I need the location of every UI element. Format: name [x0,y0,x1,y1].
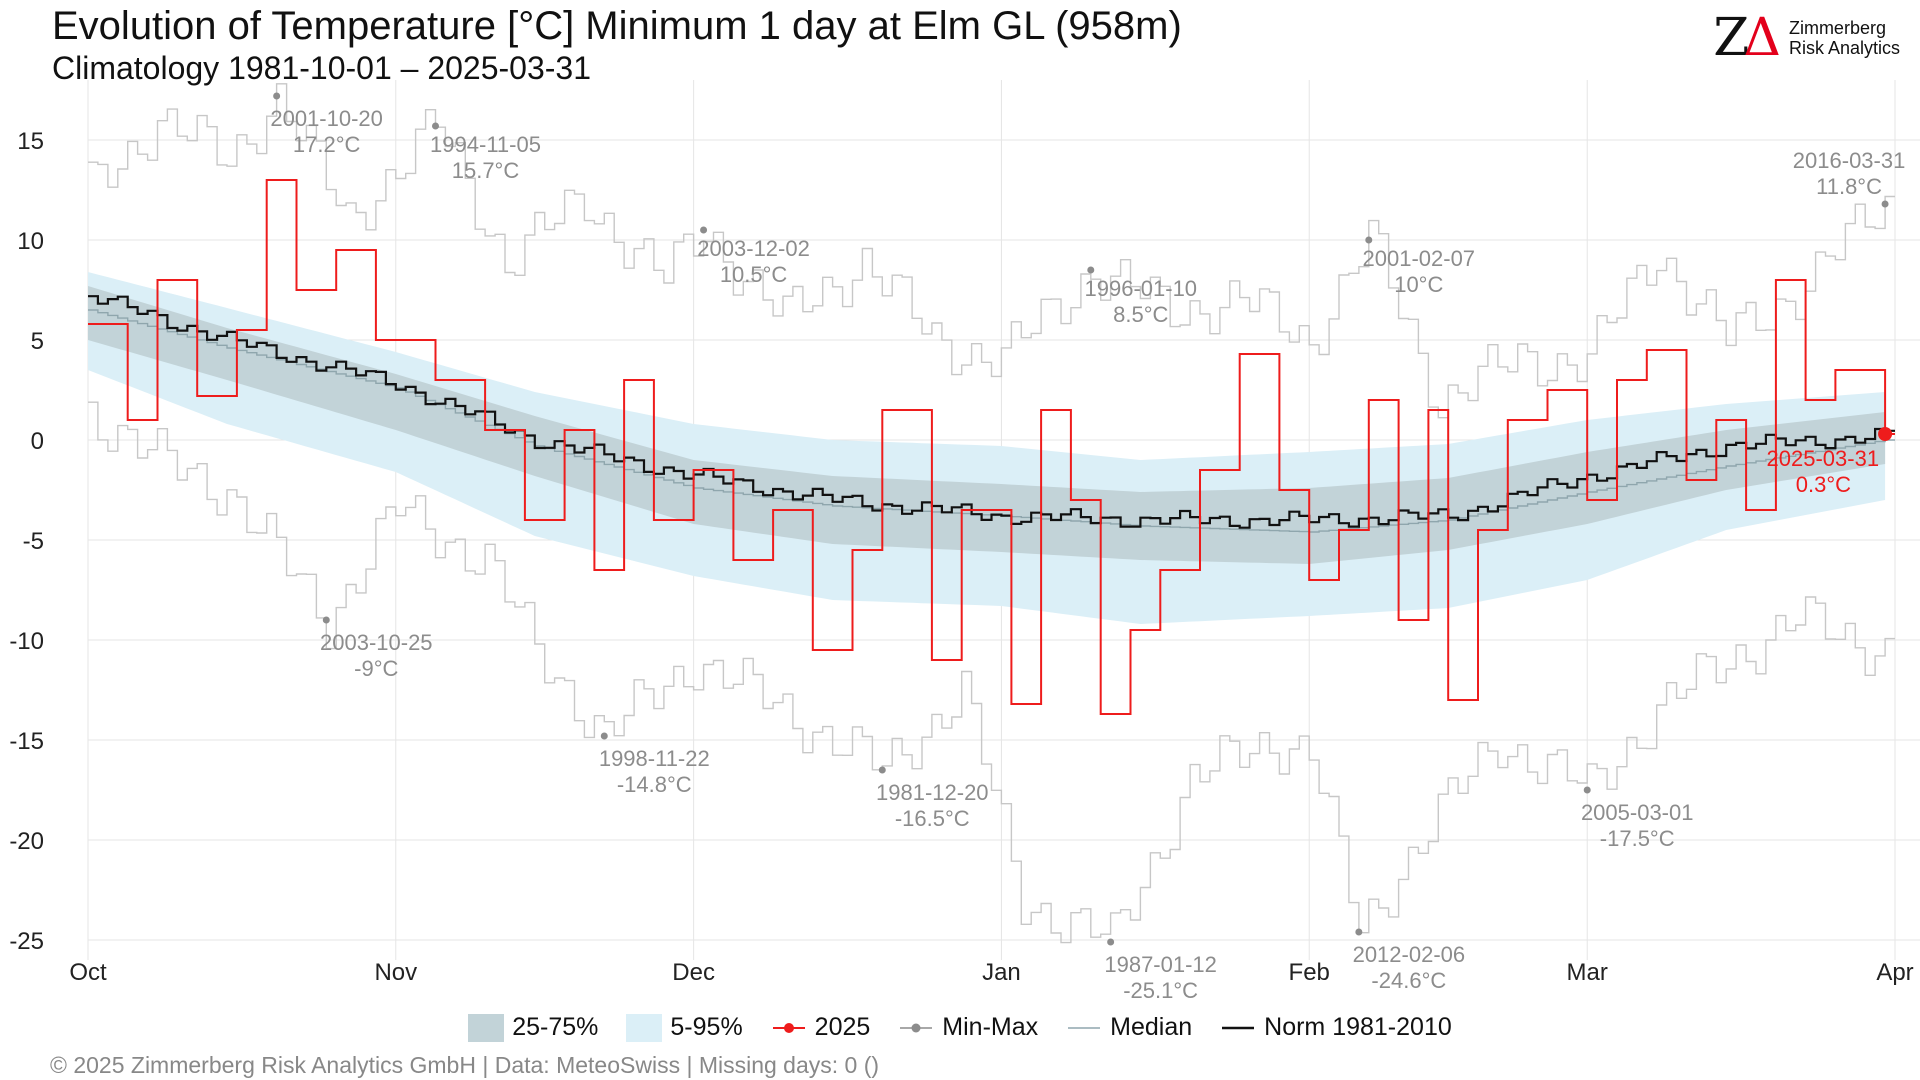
record-label-date: 1994-11-05 [430,132,541,157]
legend-item-median: Median [1066,1013,1192,1042]
legend-swatch-iqr [468,1013,505,1042]
record-label-value: -17.5°C [1600,826,1675,851]
y-tick-label: 5 [31,328,44,355]
year-2025-line [88,179,1895,715]
chart-subtitle: Climatology 1981-10-01 – 2025-03-31 [52,50,592,86]
record-point [600,732,608,740]
company-logo: ZΔ Zimmerberg Risk Analytics [1713,8,1900,68]
min-series-line [88,401,1895,944]
record-point [322,616,330,624]
record-point [1583,786,1591,794]
record-point [1365,236,1373,244]
logo-text: Zimmerberg Risk Analytics [1789,18,1900,58]
record-label-value: -16.5°C [895,806,970,831]
y-tick-label: 10 [17,228,44,255]
logo-line-2: Risk Analytics [1788,38,1900,58]
norm-series-line [88,295,1895,529]
record-label-date: 2012-02-06 [1353,942,1466,967]
legend-key-norm [1222,1026,1255,1029]
legend-key-minmax [900,1023,933,1032]
record-point [273,92,281,100]
legend-key-2025 [772,1022,805,1033]
legend-label-iqr: 25-75% [512,1013,599,1041]
chart-legend: 25-75% 5-95% 2025 Min-Max Median Norm 19… [0,1013,1920,1042]
record-label-date: 1981-12-20 [876,780,989,805]
legend-label-p90: 5-95% [670,1013,743,1041]
y-tick-label: -20 [9,828,44,855]
record-label-date: 2005-03-01 [1581,800,1694,825]
logo-line-1: Zimmerberg [1788,18,1886,38]
x-tick-label: Jan [982,959,1021,986]
record-point [1107,938,1115,946]
record-label-date: 2025-03-31 [1767,446,1880,471]
x-tick-label: Dec [672,959,715,986]
record-label-date: 2003-12-02 [697,236,810,261]
y-tick-label: 0 [31,428,44,455]
record-label-value: 0.3°C [1796,472,1851,497]
footer-credit: © 2025 Zimmerberg Risk Analytics GmbH | … [50,1052,880,1078]
chart-title: Evolution of Temperature [°C] Minimum 1 … [52,4,1182,48]
record-label-value: -14.8°C [617,772,692,797]
record-point [1881,200,1889,208]
record-label-date: 1998-11-22 [599,746,710,771]
record-point [1087,266,1095,274]
record-label-value: 8.5°C [1113,302,1168,327]
record-label-date: 2003-10-25 [320,630,433,655]
x-tick-label: Feb [1289,959,1330,986]
record-label-value: 10.5°C [720,262,788,287]
y-tick-label: -15 [9,728,44,755]
record-label-value: -9°C [354,656,398,681]
y-tick-label: -10 [9,628,44,655]
legend-item-norm: Norm 1981-2010 [1220,1013,1452,1042]
x-tick-label: Mar [1567,959,1608,986]
legend-label-minmax: Min-Max [942,1013,1039,1041]
record-label-value: 17.2°C [293,132,361,157]
y-tick-label: -25 [9,928,44,955]
legend-label-norm: Norm 1981-2010 [1264,1013,1452,1041]
record-point [878,766,886,774]
legend-key-median [1068,1026,1101,1029]
legend-item-minmax: Min-Max [898,1013,1038,1042]
x-tick-label: Apr [1876,959,1913,986]
band-25-75 [88,286,1886,564]
record-label-value: -25.1°C [1123,978,1198,1000]
record-label-date: 1987-01-12 [1104,952,1217,977]
legend-item-iqr: 25-75% [468,1013,598,1042]
logo-mark-icon: ZΔ [1713,8,1781,68]
legend-swatch-p90 [626,1013,663,1042]
legend-item-2025: 2025 [771,1013,871,1042]
record-label-value: 15.7°C [452,158,520,183]
max-series-line [88,83,1895,419]
x-tick-label: Nov [374,959,417,986]
legend-item-p90: 5-95% [626,1013,743,1042]
legend-label-2025: 2025 [814,1013,871,1041]
y-tick-label: -5 [23,528,44,555]
record-label-date: 2001-02-07 [1363,246,1476,271]
record-label-date: 2016-03-31 [1793,148,1906,173]
legend-label-median: Median [1110,1013,1193,1041]
record-label-value: 11.8°C [1816,174,1882,199]
record-point [1355,928,1363,936]
x-tick-label: Oct [69,959,107,986]
record-label-date: 1996-01-10 [1085,276,1198,301]
record-label-value: -24.6°C [1371,968,1446,993]
y-tick-label: 15 [17,128,44,155]
record-point [432,122,439,130]
record-label-date: 2001-10-20 [270,106,383,131]
current-value-point [1878,427,1893,441]
record-point [700,226,708,234]
temperature-chart: 15 10 5 0 -5 -10 -15 -20 -25 Oct Nov Dec Jan Feb Mar Ap… [9,80,1920,1000]
record-label-value: 10°C [1394,272,1443,297]
